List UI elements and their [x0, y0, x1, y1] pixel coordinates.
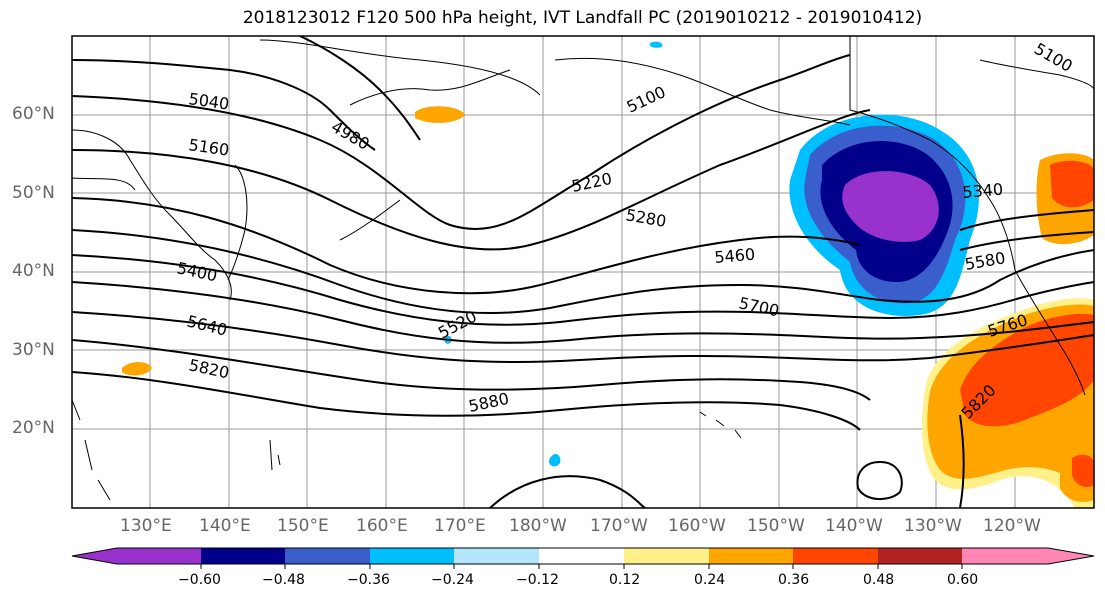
colorbar-tick-label: −0.12 — [516, 572, 559, 588]
lat-label-40n: 40°N — [12, 261, 55, 281]
lon-label-170w: 170°W — [590, 516, 648, 536]
colorbar-low-extension — [72, 548, 117, 564]
lon-label-140w: 140°W — [825, 516, 883, 536]
colorbar — [71, 547, 1095, 569]
colorbar-tick-label: −0.24 — [431, 572, 474, 588]
colorbar-tick-label: −0.48 — [262, 572, 305, 588]
ivt-negative-anomaly — [444, 41, 979, 467]
lon-label-150w: 150°W — [747, 516, 805, 536]
colorbar-tick-label: 0.60 — [947, 572, 979, 588]
lon-label-180w: 180°W — [509, 516, 567, 536]
height-contours — [71, 35, 1095, 509]
colorbar-tick-label: 0.12 — [609, 572, 641, 588]
ivt-positive-anomaly — [122, 106, 1094, 508]
lat-label-50n: 50°N — [12, 183, 55, 203]
coastlines — [71, 36, 1095, 501]
lat-label-20n: 20°N — [12, 418, 55, 438]
lon-label-120w: 120°W — [983, 516, 1041, 536]
lat-label-60n: 60°N — [12, 104, 55, 124]
contour-label: 5460 — [714, 245, 756, 267]
lon-label-130w: 130°W — [904, 516, 962, 536]
colorbar-tick-label: −0.36 — [347, 572, 390, 588]
lon-label-160w: 160°W — [668, 516, 726, 536]
lon-label-170e: 170°E — [434, 516, 486, 536]
colorbar-tick-label: 0.48 — [863, 572, 895, 588]
lon-label-150e: 150°E — [277, 516, 329, 536]
lon-label-140e: 140°E — [199, 516, 251, 536]
map-frame — [71, 35, 1095, 509]
lon-label-160e: 160°E — [356, 516, 408, 536]
colorbar-tick-label: 0.24 — [694, 572, 726, 588]
colorbar-tick-label: −0.60 — [178, 572, 221, 588]
lat-label-30n: 30°N — [12, 340, 55, 360]
contour-label: 5340 — [962, 180, 1004, 202]
map-title: 2018123012 F120 500 hPa height, IVT Land… — [242, 8, 923, 28]
colorbar-high-extension — [1048, 548, 1094, 564]
colorbar-tick-label: 0.36 — [778, 572, 810, 588]
lon-label-130e: 130°E — [120, 516, 172, 536]
